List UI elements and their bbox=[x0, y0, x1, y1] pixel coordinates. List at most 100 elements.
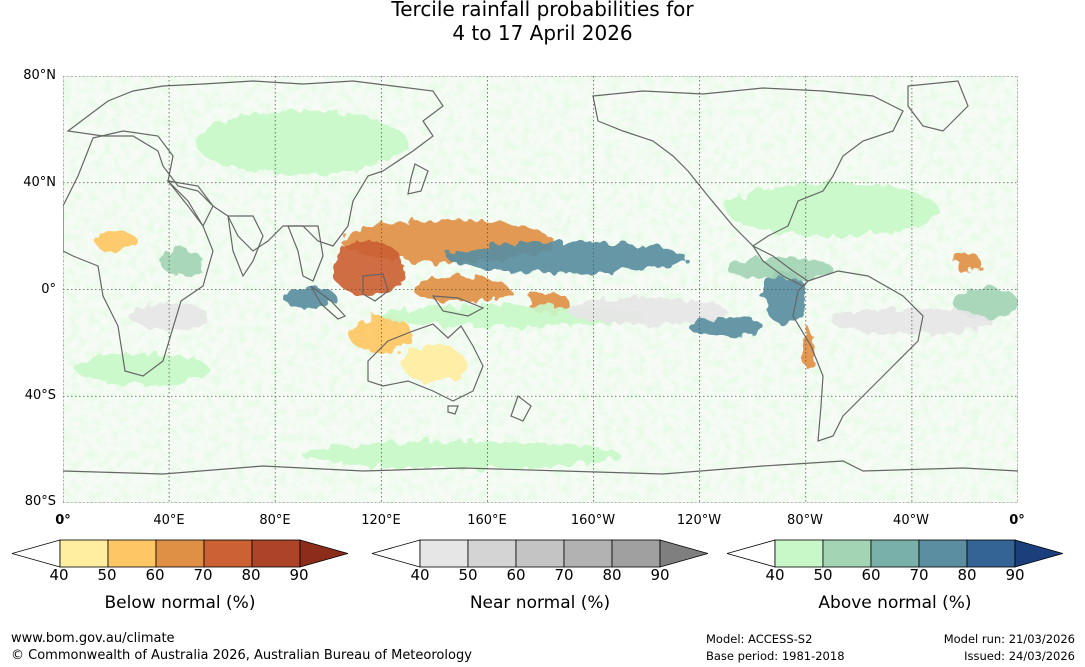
legend-swatch-2 bbox=[107, 539, 157, 568]
legend-swatch-3 bbox=[870, 539, 920, 568]
coast-sumatra bbox=[310, 285, 347, 320]
anomaly-region-below-6 bbox=[94, 230, 138, 253]
legend-arrow-high bbox=[659, 539, 708, 568]
legend-near-title: Near normal (%) bbox=[469, 593, 611, 613]
lat-label-0: 0° bbox=[41, 282, 56, 297]
footer-website[interactable]: www.bom.gov.au/climate bbox=[11, 631, 175, 646]
legend-arrow-low bbox=[727, 539, 776, 568]
anomaly-region-above-16 bbox=[195, 110, 408, 175]
footer-model: Model: ACCESS-S2 bbox=[706, 632, 813, 646]
anomaly-regions bbox=[76, 110, 1018, 469]
lon-label-120e: 120°E bbox=[361, 513, 401, 528]
anomaly-region-above-12 bbox=[689, 316, 764, 338]
near-tick-60: 60 bbox=[506, 566, 526, 584]
legend-swatch-5 bbox=[251, 539, 301, 568]
lon-label-80e: 80°E bbox=[259, 513, 291, 528]
lon-label-120w: 120°W bbox=[676, 513, 722, 528]
legend-arrow-low bbox=[372, 539, 421, 568]
below-tick-40: 40 bbox=[49, 566, 69, 584]
legend-arrow-high bbox=[299, 539, 348, 568]
legend-below-title: Below normal (%) bbox=[104, 593, 256, 613]
lon-label-160e: 160°E bbox=[467, 513, 507, 528]
anomaly-region-below-4 bbox=[349, 316, 414, 354]
title-line-1: Tercile rainfall probabilities for bbox=[391, 0, 694, 21]
lon-label-40w: 40°W bbox=[893, 513, 929, 528]
below-tick-80: 80 bbox=[241, 566, 261, 584]
above-tick-70: 70 bbox=[909, 566, 929, 584]
legend-above-normal bbox=[727, 539, 1063, 569]
anomaly-region-above-20 bbox=[954, 286, 1018, 319]
coast-australia bbox=[367, 323, 484, 402]
map-svg bbox=[63, 76, 1018, 503]
coast-arabia bbox=[166, 180, 214, 228]
above-tick-60: 60 bbox=[861, 566, 881, 584]
anomaly-region-above-9 bbox=[447, 241, 687, 274]
coast-japan bbox=[407, 163, 429, 195]
lon-label-80w: 80°W bbox=[787, 513, 823, 528]
near-tick-80: 80 bbox=[602, 566, 622, 584]
legend-swatch-3 bbox=[155, 539, 205, 568]
lat-label-40s: 40°S bbox=[24, 388, 56, 403]
legend-arrow-high bbox=[1014, 539, 1063, 568]
legend-swatch-4 bbox=[203, 539, 253, 568]
near-tick-50: 50 bbox=[458, 566, 478, 584]
coast-africa bbox=[63, 130, 214, 377]
lat-label-80s: 80°S bbox=[24, 494, 56, 509]
legend-swatch-2 bbox=[822, 539, 872, 568]
legend-swatch-3 bbox=[515, 539, 565, 568]
footer-model-run: Model run: 21/03/2026 bbox=[943, 632, 1075, 646]
lat-label-40n: 40°N bbox=[23, 175, 56, 190]
anomaly-region-near-21 bbox=[567, 297, 727, 325]
legend-arrow-low bbox=[12, 539, 61, 568]
anomaly-region-above-19 bbox=[726, 182, 939, 237]
legend-swatch-5 bbox=[966, 539, 1016, 568]
title-line-2: 4 to 17 April 2026 bbox=[452, 21, 633, 45]
footer-copyright: © Commonwealth of Australia 2026, Austra… bbox=[11, 648, 472, 663]
anomaly-region-below-5 bbox=[402, 345, 467, 383]
below-tick-50: 50 bbox=[97, 566, 117, 584]
anomaly-region-below-7 bbox=[954, 252, 981, 274]
below-tick-90: 90 bbox=[289, 566, 309, 584]
lat-label-80n: 80°N bbox=[23, 68, 56, 83]
anomaly-region-above-18 bbox=[301, 441, 621, 469]
coast-new-zealand bbox=[510, 395, 532, 422]
legend-above-title: Above normal (%) bbox=[818, 593, 972, 613]
near-tick-90: 90 bbox=[650, 566, 670, 584]
legend-near-normal bbox=[372, 539, 708, 569]
legend-swatch-5 bbox=[611, 539, 661, 568]
near-tick-70: 70 bbox=[554, 566, 574, 584]
coast-tasmania bbox=[447, 405, 459, 415]
lon-label-0-east: 0° bbox=[1009, 513, 1025, 528]
legend-swatch-4 bbox=[918, 539, 968, 568]
legend-above-normal-bar bbox=[727, 539, 1063, 568]
above-tick-80: 80 bbox=[957, 566, 977, 584]
footer-base-period: Base period: 1981-2018 bbox=[706, 649, 845, 663]
above-tick-50: 50 bbox=[813, 566, 833, 584]
anomaly-region-below-1 bbox=[330, 241, 406, 295]
below-tick-70: 70 bbox=[193, 566, 213, 584]
legend-swatch-1 bbox=[774, 539, 824, 568]
legend-swatch-1 bbox=[419, 539, 469, 568]
legend-below-normal bbox=[12, 539, 348, 569]
near-tick-40: 40 bbox=[410, 566, 430, 584]
legend-swatch-4 bbox=[563, 539, 613, 568]
graticule bbox=[63, 76, 1018, 503]
lon-label-40e: 40°E bbox=[153, 513, 185, 528]
coast-se-asia bbox=[287, 225, 324, 282]
coast-north-america bbox=[592, 87, 904, 247]
legend-below-normal-bar bbox=[12, 539, 348, 568]
below-tick-60: 60 bbox=[145, 566, 165, 584]
coast-greenland bbox=[907, 80, 969, 132]
coast-new-guinea bbox=[431, 295, 485, 317]
map-border bbox=[63, 76, 1018, 503]
legend-swatch-2 bbox=[467, 539, 517, 568]
anomaly-region-near-23 bbox=[832, 308, 992, 335]
anomaly-region-above-11 bbox=[763, 270, 806, 325]
anomaly-region-above-17 bbox=[76, 353, 209, 386]
coast-antarctica bbox=[63, 460, 1018, 475]
anomaly-region-above-10 bbox=[283, 286, 337, 309]
footer-issued: Issued: 24/03/2026 bbox=[964, 649, 1075, 663]
above-tick-40: 40 bbox=[765, 566, 785, 584]
rainfall-probability-map bbox=[63, 76, 1018, 503]
coast-india bbox=[227, 215, 264, 278]
